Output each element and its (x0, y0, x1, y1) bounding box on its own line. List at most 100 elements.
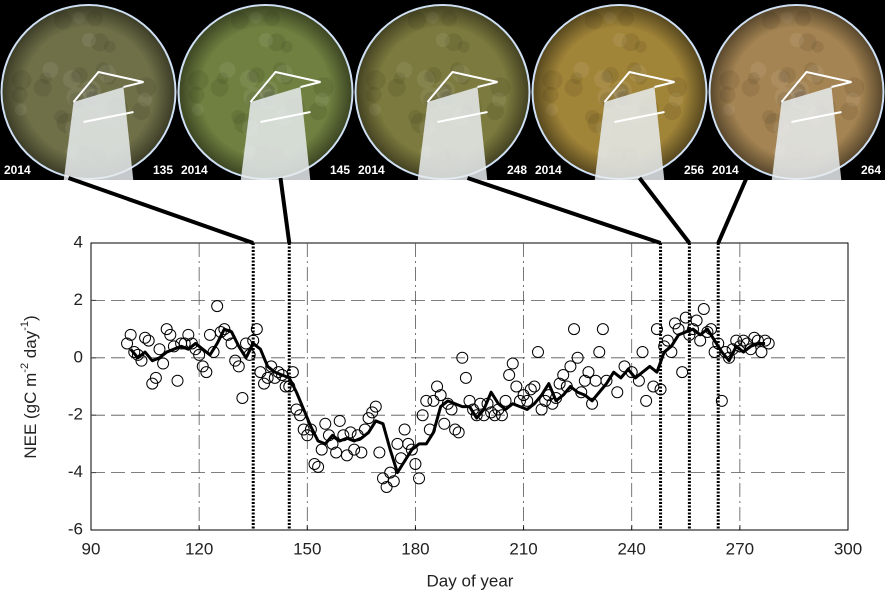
data-point (427, 394, 440, 407)
data-point (737, 334, 750, 347)
data-point (211, 300, 224, 313)
data-point (755, 346, 768, 359)
photos: 2014 135 2014 145 2014 248 2014 256 2014 264 (0, 4, 885, 180)
y-label-part: NEE (gC m (21, 373, 40, 459)
data-point (434, 389, 447, 402)
photo-vignette (2, 6, 175, 178)
photo-connector (637, 176, 691, 245)
data-point (229, 354, 242, 367)
photo-year: 2014 (712, 163, 739, 177)
data-point (164, 328, 177, 341)
y-label-superscript: -1 (19, 321, 31, 331)
data-point (593, 346, 606, 359)
data-point (236, 391, 249, 404)
photo-vignette (356, 6, 529, 178)
data-point (333, 414, 346, 427)
data-point (250, 323, 263, 336)
data-point (420, 394, 433, 407)
data-point (640, 394, 653, 407)
y-tick-label: 2 (74, 290, 83, 309)
data-point (157, 357, 170, 370)
data-point (290, 403, 303, 416)
data-point (582, 366, 595, 379)
photo-vignette (179, 6, 352, 178)
data-point (153, 343, 166, 356)
data-point (413, 472, 426, 485)
data-point (524, 383, 537, 396)
data-point (650, 323, 663, 336)
y-label-part: day (21, 330, 40, 363)
data-point (715, 394, 728, 407)
data-point (488, 409, 501, 422)
data-point (373, 446, 386, 459)
x-tick-label: 90 (82, 539, 101, 558)
data-point (499, 394, 512, 407)
photo-tower (594, 87, 665, 180)
data-point (676, 366, 689, 379)
data-point (600, 374, 613, 387)
photo-year: 2014 (4, 163, 31, 177)
y-tick-label: 0 (74, 347, 83, 366)
y-label-superscript: -2 (19, 363, 31, 373)
data-point (240, 337, 253, 350)
data-point (276, 369, 289, 382)
data-point (128, 346, 141, 359)
data-point (279, 380, 292, 393)
data-point (340, 449, 353, 462)
data-point (596, 323, 609, 336)
y-tick-label: -6 (68, 519, 83, 538)
data-point (203, 328, 216, 341)
data-point (139, 331, 152, 344)
data-point (366, 406, 379, 419)
data-point (521, 394, 534, 407)
data-point (416, 409, 429, 422)
data-point (571, 351, 584, 364)
data-point (355, 446, 368, 459)
data-point (510, 380, 523, 393)
data-point (398, 423, 411, 436)
data-point (553, 377, 566, 390)
y-tick-label: -2 (68, 405, 83, 424)
data-point (568, 323, 581, 336)
data-point (506, 357, 519, 370)
data-point (723, 351, 736, 364)
photo-year: 2014 (535, 163, 562, 177)
data-point (261, 371, 274, 384)
data-point (679, 311, 692, 324)
data-point (405, 443, 418, 456)
data-point (160, 323, 173, 336)
photo-connector (716, 177, 749, 244)
data-point (200, 366, 213, 379)
data-point (387, 475, 400, 488)
data-point (254, 366, 267, 379)
x-tick-label: 150 (293, 539, 321, 558)
data-point (654, 383, 667, 396)
data-point (586, 397, 599, 410)
photo-connector (67, 176, 254, 245)
data-point (445, 403, 458, 416)
data-point (149, 371, 162, 384)
photo-tower-frame (603, 70, 675, 123)
photo-vignette (533, 6, 706, 178)
data-point (668, 317, 681, 330)
data-point (459, 371, 472, 384)
data-point (539, 394, 552, 407)
data-point (531, 346, 544, 359)
data-point (315, 443, 328, 456)
plot-frame (90, 242, 849, 531)
data-point (647, 380, 660, 393)
data-point (409, 457, 422, 470)
data-point (495, 409, 508, 422)
data-point (121, 337, 134, 350)
data-point (611, 386, 624, 399)
data-point (258, 377, 271, 390)
data-point (438, 417, 451, 430)
data-point (402, 437, 415, 450)
data-point (362, 412, 375, 425)
photo-year: 2014 (181, 163, 208, 177)
photo: 2014 264 (708, 4, 885, 180)
data-point (557, 369, 570, 382)
photo-tower (240, 87, 311, 180)
data-point (431, 380, 444, 393)
photo: 2014 145 (177, 4, 354, 180)
